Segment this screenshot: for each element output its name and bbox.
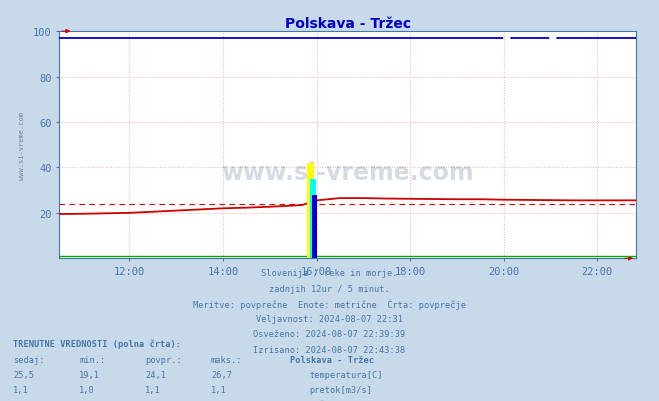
Text: min.:: min.: (79, 355, 105, 364)
Text: 1,1: 1,1 (13, 385, 29, 394)
Text: Meritve: povprečne  Enote: metrične  Črta: povprečje: Meritve: povprečne Enote: metrične Črta:… (193, 299, 466, 310)
Text: Polskava - Tržec: Polskava - Tržec (290, 355, 374, 364)
Text: www.si-vreme.com: www.si-vreme.com (221, 160, 474, 184)
Text: 25,5: 25,5 (13, 370, 34, 379)
Text: Izrisano: 2024-08-07 22:43:38: Izrisano: 2024-08-07 22:43:38 (253, 345, 406, 354)
Bar (312, 195, 316, 259)
Text: TRENUTNE VREDNOSTI (polna črta):: TRENUTNE VREDNOSTI (polna črta): (13, 339, 181, 348)
Text: 19,1: 19,1 (79, 370, 100, 379)
Text: sedaj:: sedaj: (13, 355, 45, 364)
Text: Osveženo: 2024-08-07 22:39:39: Osveženo: 2024-08-07 22:39:39 (253, 330, 406, 338)
Text: temperatura[C]: temperatura[C] (310, 370, 384, 379)
Text: Slovenija / reke in morje.: Slovenija / reke in morje. (261, 269, 398, 277)
Bar (306, 164, 314, 259)
Text: Veljavnost: 2024-08-07 22:31: Veljavnost: 2024-08-07 22:31 (256, 314, 403, 323)
Text: 26,7: 26,7 (211, 370, 232, 379)
Title: Polskava - Tržec: Polskava - Tržec (285, 17, 411, 31)
Text: pretok[m3/s]: pretok[m3/s] (310, 385, 373, 394)
Bar (310, 179, 316, 259)
Text: www.si-vreme.com: www.si-vreme.com (19, 111, 25, 179)
Text: 1,1: 1,1 (145, 385, 161, 394)
Text: 24,1: 24,1 (145, 370, 166, 379)
Text: zadnjih 12ur / 5 minut.: zadnjih 12ur / 5 minut. (269, 284, 390, 293)
Text: 1,1: 1,1 (211, 385, 227, 394)
Text: maks.:: maks.: (211, 355, 243, 364)
Text: 1,0: 1,0 (79, 385, 95, 394)
Text: povpr.:: povpr.: (145, 355, 182, 364)
